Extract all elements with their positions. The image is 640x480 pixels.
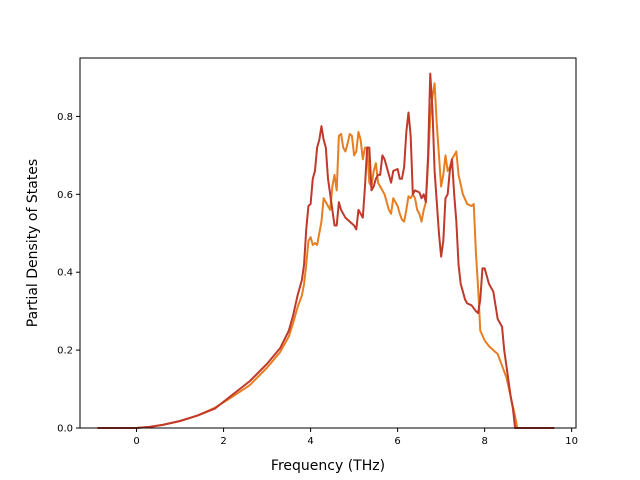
y-axis-title: Partial Density of States bbox=[25, 159, 41, 327]
x-tick-label: 0 bbox=[133, 436, 139, 447]
y-tick-label: 0.8 bbox=[57, 112, 73, 123]
plot-frame bbox=[79, 57, 577, 429]
series-line-2 bbox=[97, 72, 555, 429]
x-tick-label: 2 bbox=[220, 436, 226, 447]
x-tick-label: 4 bbox=[307, 436, 313, 447]
x-tick-label: 6 bbox=[394, 436, 400, 447]
y-tick-label: 0.0 bbox=[57, 424, 73, 435]
series-layer bbox=[97, 72, 555, 429]
series-line-1 bbox=[97, 82, 555, 429]
y-tick-label: 0.4 bbox=[57, 268, 73, 279]
y-axis-ticks: 0.0 0.2 0.4 0.6 0.8 bbox=[57, 112, 80, 435]
y-tick-label: 0.6 bbox=[57, 190, 73, 201]
y-tick-label: 0.2 bbox=[57, 346, 73, 357]
x-axis-ticks: 0 2 4 6 8 10 bbox=[133, 428, 578, 447]
x-tick-label: 8 bbox=[481, 436, 487, 447]
x-axis-title: Frequency (THz) bbox=[271, 458, 385, 474]
x-tick-label: 10 bbox=[565, 436, 578, 447]
